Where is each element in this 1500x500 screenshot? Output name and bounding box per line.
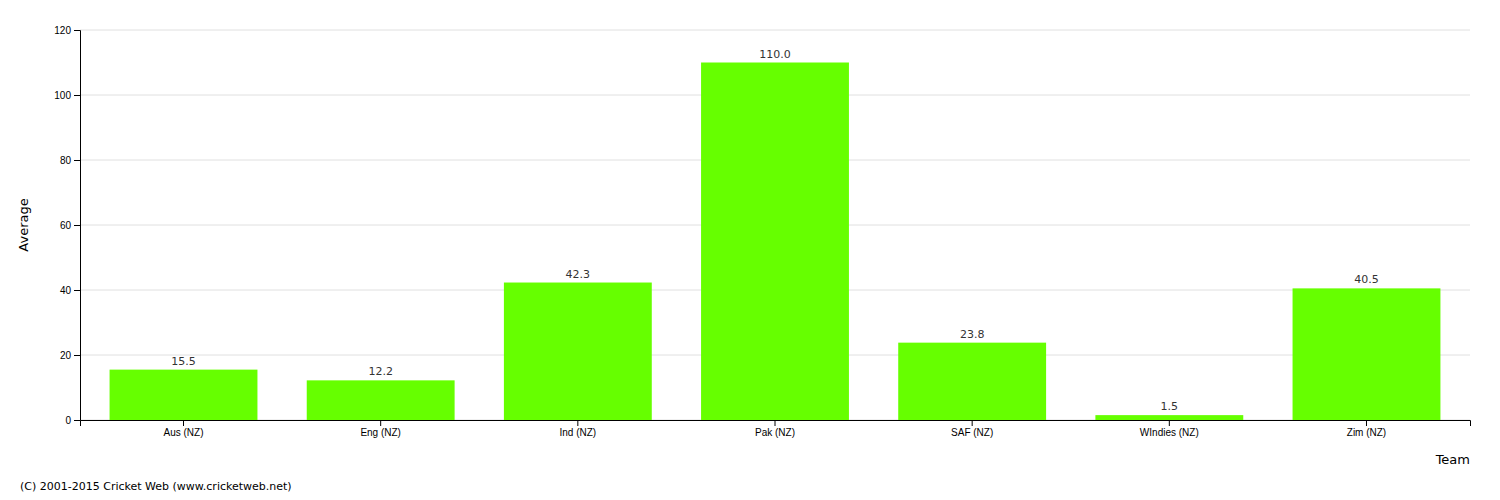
- bar: [504, 283, 652, 420]
- tick-mark: [74, 95, 80, 96]
- tick-mark: [74, 160, 80, 161]
- tick-label: Zim (NZ): [1347, 427, 1386, 438]
- tick-mark: [775, 420, 776, 426]
- x-axis-label: Team: [1435, 452, 1470, 467]
- y-tick: 100: [54, 90, 80, 101]
- y-tick: 20: [60, 350, 80, 361]
- footer: (C) 2001-2015 Cricket Web (www.cricketwe…: [20, 480, 292, 493]
- bars: [110, 63, 1441, 421]
- tick-label: 60: [60, 220, 72, 231]
- tick-label: SAF (NZ): [951, 427, 993, 438]
- bar: [307, 380, 455, 420]
- tick-mark: [74, 420, 80, 421]
- axis-line: [81, 421, 1471, 427]
- data-label: 23.8: [960, 328, 985, 341]
- y-tick: 40: [60, 285, 80, 296]
- tick-label: 80: [60, 155, 72, 166]
- y-axis: 0 20 40 60 80 100 120: [54, 25, 80, 426]
- x-tick: Eng (NZ): [360, 420, 401, 438]
- tick-label: 20: [60, 350, 72, 361]
- axis-line: [74, 31, 81, 421]
- tick-mark: [74, 290, 80, 291]
- bar: [1293, 288, 1441, 420]
- tick-mark: [1366, 420, 1367, 426]
- x-tick: Zim (NZ): [1347, 420, 1386, 438]
- tick-mark: [74, 30, 80, 31]
- tick-label: 40: [60, 285, 72, 296]
- bar: [1095, 415, 1243, 420]
- tick-mark: [1169, 420, 1170, 426]
- tick-mark: [972, 420, 973, 426]
- tick-label: Ind (NZ): [560, 427, 597, 438]
- data-label: 15.5: [171, 355, 196, 368]
- x-tick: Ind (NZ): [560, 420, 597, 438]
- tick-label: Aus (NZ): [164, 427, 204, 438]
- data-labels: 15.5 12.2 42.3 110.0 23.8 1.5 40.5: [171, 48, 1378, 414]
- data-label: 110.0: [759, 48, 791, 61]
- y-tick: 80: [60, 155, 80, 166]
- x-tick: WIndies (NZ): [1140, 420, 1199, 438]
- x-tick: Aus (NZ): [164, 420, 204, 438]
- data-label: 1.5: [1161, 400, 1179, 413]
- tick-mark: [183, 420, 184, 426]
- y-tick: 0: [65, 415, 80, 426]
- tick-label: Pak (NZ): [755, 427, 795, 438]
- bar: [701, 63, 849, 421]
- tick-mark: [74, 355, 80, 356]
- bar: [110, 370, 258, 420]
- x-axis: Aus (NZ) Eng (NZ) Ind (NZ) Pak (NZ) SAF (NZ)…: [81, 420, 1471, 438]
- data-label: 42.3: [566, 268, 591, 281]
- plot-area: 0 20 40 60 80 100 120 Aus (NZ) Eng (NZ) Ind (NZ) P…: [54, 25, 1470, 438]
- tick-mark: [577, 420, 578, 426]
- chart-svg: 0 20 40 60 80 100 120 Aus (NZ) Eng (NZ) Ind (NZ) P…: [0, 0, 1500, 500]
- y-tick: 60: [60, 220, 80, 231]
- y-axis-label: Average: [16, 198, 31, 251]
- data-label: 40.5: [1354, 273, 1379, 286]
- tick-label: WIndies (NZ): [1140, 427, 1199, 438]
- grid: [80, 30, 1470, 420]
- tick-label: Eng (NZ): [360, 427, 401, 438]
- x-tick: Pak (NZ): [755, 420, 795, 438]
- tick-mark: [74, 225, 80, 226]
- grid-line: [80, 30, 1470, 31]
- y-tick: 120: [54, 25, 80, 36]
- bar: [898, 343, 1046, 420]
- tick-label: 100: [54, 90, 71, 101]
- tick-label: 0: [65, 415, 71, 426]
- tick-label: 120: [54, 25, 71, 36]
- x-tick: SAF (NZ): [951, 420, 993, 438]
- data-label: 12.2: [368, 365, 393, 378]
- tick-mark: [380, 420, 381, 426]
